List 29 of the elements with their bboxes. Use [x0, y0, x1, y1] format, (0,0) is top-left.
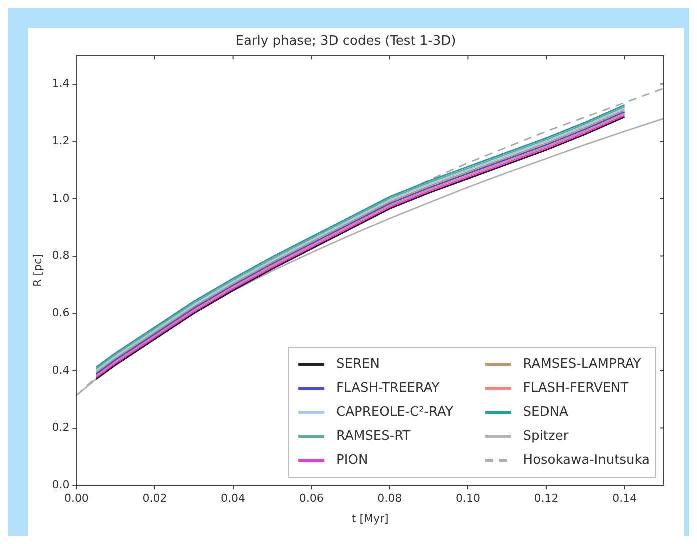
legend-label: Spitzer [523, 428, 570, 444]
y-tick-label: 0.2 [52, 421, 70, 434]
y-tick-label: 1.2 [52, 134, 70, 148]
x-tick-label: 0.00 [64, 492, 89, 506]
y-tick-label: 0.0 [52, 478, 70, 492]
y-tick-label: 0.6 [52, 306, 70, 320]
y-tick-label: 0.4 [52, 364, 70, 377]
y-tick-label: 1.4 [52, 77, 70, 90]
y-tick-label: 0.8 [52, 249, 70, 262]
legend-label: RAMSES-LAMPRAY [523, 356, 642, 372]
legend-label: SEREN [336, 356, 380, 372]
x-tick-label: 0.04 [221, 492, 246, 506]
legend-label: PION [336, 452, 368, 468]
legend-label: FLASH-TREERAY [336, 380, 440, 396]
x-tick-label: 0.14 [612, 492, 638, 506]
chart-title: Early phase; 3D codes (Test 1-3D) [236, 34, 456, 50]
x-tick-label: 0.02 [142, 492, 168, 506]
x-tick-label: 0.06 [299, 492, 324, 506]
legend-label: CAPREOLE-C²-RAY [336, 404, 454, 420]
legend-label: RAMSES-RT [336, 428, 411, 444]
legend-label: FLASH-FERVENT [523, 380, 629, 396]
y-axis-title: R [pc] [31, 254, 44, 287]
x-tick-label: 0.12 [534, 492, 559, 506]
y-tick-label: 1.0 [52, 192, 70, 205]
x-axis-title: t [Myr] [352, 512, 389, 526]
legend-label: Hosokawa-Inutsuka [523, 452, 650, 468]
legend-label: SEDNA [523, 404, 568, 420]
x-tick-label: 0.08 [378, 492, 402, 506]
x-tick-label: 0.10 [456, 492, 480, 506]
